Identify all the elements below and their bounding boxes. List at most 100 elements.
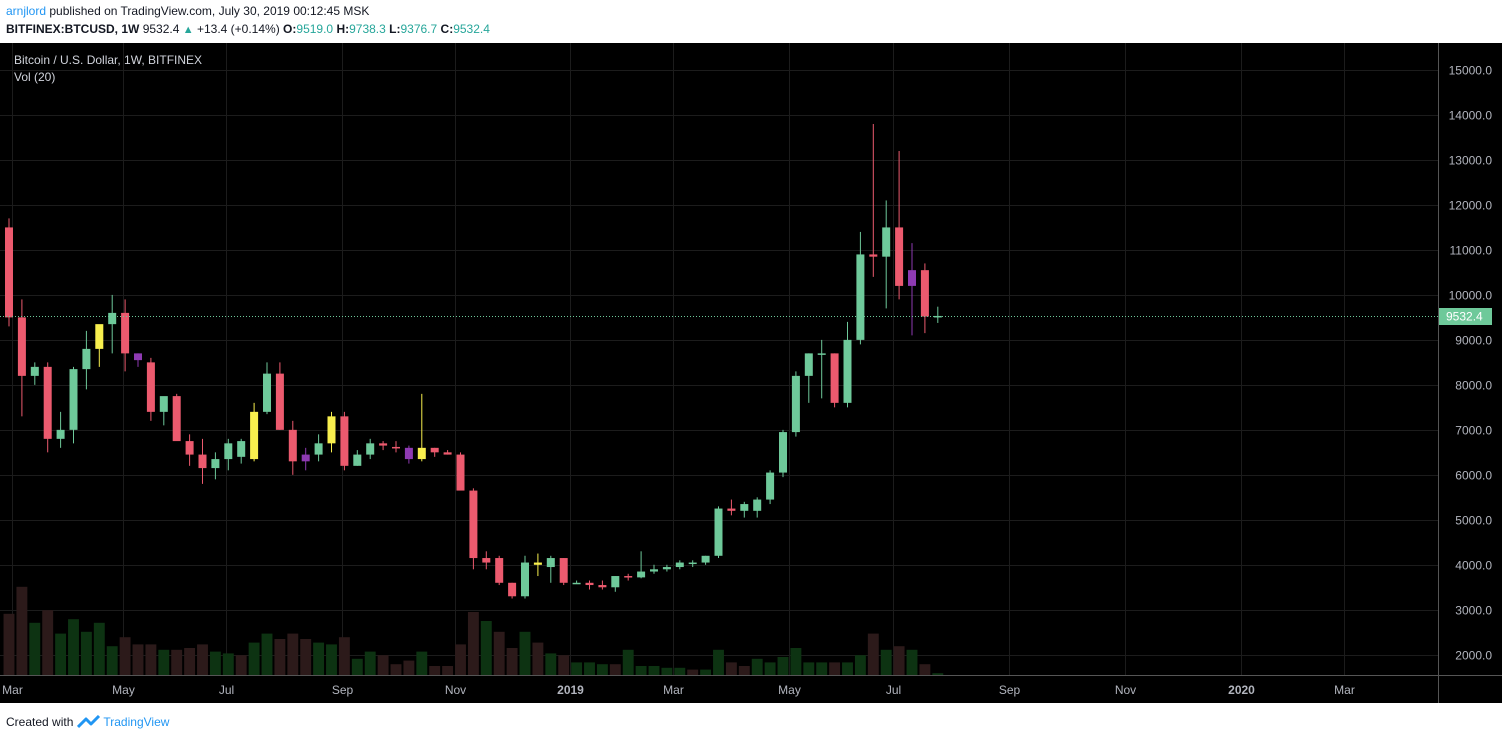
candle[interactable]	[379, 441, 388, 451]
candle[interactable]	[108, 294, 117, 354]
candle-body	[624, 576, 633, 578]
candle[interactable]	[508, 582, 517, 599]
candle[interactable]	[482, 551, 491, 570]
candle[interactable]	[779, 429, 787, 478]
candle[interactable]	[856, 231, 865, 345]
candle[interactable]	[895, 150, 904, 300]
candle[interactable]	[766, 470, 775, 505]
candle-body	[379, 443, 388, 446]
quote-line: BITFINEX:BTCUSD, 1W 9532.4 ▲ +13.4 (+0.1…	[6, 22, 490, 36]
candle-body	[353, 454, 362, 466]
candle[interactable]	[198, 438, 207, 484]
candle[interactable]	[211, 452, 220, 480]
author-link[interactable]: arnjlord	[6, 4, 47, 18]
time-axis[interactable]: Mar May Jul Sep Nov 2019 Mar May Jul Sep Nov 2020 Ma…	[2, 683, 1355, 697]
candle[interactable]	[611, 576, 620, 592]
candle[interactable]	[933, 306, 942, 323]
volume-bar	[790, 648, 802, 675]
candle[interactable]	[753, 497, 762, 518]
candle-body	[404, 447, 413, 460]
candle[interactable]	[417, 393, 426, 462]
volume-bar	[467, 612, 479, 675]
candle[interactable]	[637, 551, 646, 579]
volume-bar	[842, 662, 853, 675]
candle-body	[637, 571, 646, 578]
volume-bar	[106, 646, 118, 675]
y-tick-label: 2000.0	[1455, 649, 1492, 663]
price-chart[interactable]: 2000.0 3000.0 4000.0 5000.0 6000.0 7000.0 8000…	[0, 43, 1502, 703]
candle[interactable]	[95, 324, 104, 367]
candle[interactable]	[662, 564, 671, 572]
candle[interactable]	[495, 555, 504, 586]
candle[interactable]	[740, 501, 749, 518]
candle[interactable]	[56, 411, 65, 448]
candle[interactable]	[559, 558, 568, 586]
volume-bar	[313, 642, 325, 675]
volume-bar	[55, 633, 67, 675]
price-axis[interactable]: 2000.0 3000.0 4000.0 5000.0 6000.0 7000.0 8000…	[1449, 64, 1493, 663]
candle[interactable]	[727, 499, 736, 516]
candle[interactable]	[791, 371, 800, 437]
candle[interactable]	[301, 447, 310, 471]
candle[interactable]	[533, 553, 542, 577]
candle-body	[288, 429, 297, 462]
candle[interactable]	[392, 441, 400, 453]
candle[interactable]	[830, 353, 839, 408]
candle[interactable]	[134, 353, 142, 367]
candle[interactable]	[69, 366, 78, 444]
candle[interactable]	[701, 555, 710, 565]
candle[interactable]	[869, 123, 878, 277]
candle[interactable]	[430, 447, 439, 457]
candle[interactable]	[82, 330, 91, 390]
candle-body	[843, 339, 852, 403]
chart-legend-title: Bitcoin / U.S. Dollar, 1W, BITFINEX	[14, 53, 202, 67]
candle[interactable]	[675, 560, 684, 570]
candle[interactable]	[237, 438, 246, 464]
candle[interactable]	[340, 411, 349, 471]
candle[interactable]	[714, 506, 723, 559]
candle[interactable]	[456, 452, 465, 491]
tradingview-logo[interactable]: TradingView	[77, 715, 169, 729]
candle[interactable]	[288, 420, 297, 475]
candle[interactable]	[121, 299, 130, 372]
candle[interactable]	[263, 362, 271, 415]
candle[interactable]	[908, 243, 916, 336]
candle[interactable]	[585, 580, 594, 590]
candle[interactable]	[30, 362, 39, 385]
candle[interactable]	[5, 218, 13, 327]
candlesticks[interactable]	[5, 123, 942, 599]
candle[interactable]	[598, 580, 607, 590]
candle-body	[830, 353, 839, 403]
candle[interactable]	[275, 362, 284, 430]
volume-bar	[506, 648, 518, 675]
candle[interactable]	[314, 434, 323, 462]
candle[interactable]	[572, 580, 581, 585]
candle[interactable]	[17, 299, 26, 417]
candle[interactable]	[882, 200, 891, 309]
candle[interactable]	[804, 353, 813, 403]
candle[interactable]	[688, 560, 697, 568]
candle[interactable]	[650, 564, 658, 574]
candle[interactable]	[159, 396, 168, 426]
candle[interactable]	[469, 488, 478, 570]
candle[interactable]	[521, 555, 529, 599]
candle[interactable]	[353, 450, 362, 466]
candle[interactable]	[327, 411, 336, 453]
candle[interactable]	[172, 393, 181, 442]
candle[interactable]	[624, 573, 633, 581]
candle[interactable]	[43, 362, 52, 453]
candle[interactable]	[817, 339, 826, 399]
candle[interactable]	[366, 438, 375, 460]
candle[interactable]	[185, 434, 194, 466]
candle[interactable]	[404, 445, 413, 464]
candle[interactable]	[224, 438, 233, 471]
candle[interactable]	[546, 555, 555, 583]
volume-bar	[29, 622, 41, 675]
volume-bar	[829, 662, 841, 675]
candle[interactable]	[843, 321, 852, 408]
candle[interactable]	[443, 450, 452, 455]
volume-bar	[906, 649, 918, 675]
candle[interactable]	[146, 357, 155, 421]
candle[interactable]	[920, 263, 929, 334]
candle[interactable]	[250, 402, 259, 462]
